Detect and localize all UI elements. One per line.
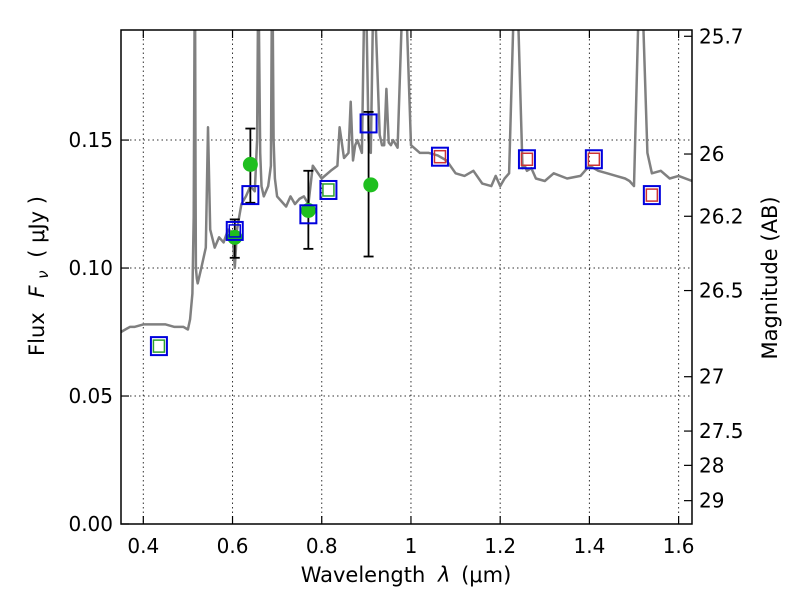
photometry-box-inner [587, 152, 601, 167]
photometry-boxes [149, 113, 661, 357]
data-point-green [363, 177, 379, 193]
x-tick-label: 0.4 [127, 534, 159, 558]
x-tick-label: 1.2 [484, 534, 516, 558]
y-tick-label: 0.05 [68, 384, 113, 408]
model-spectrum [121, 30, 692, 334]
photometry-box [517, 149, 536, 170]
photometry-box-inner [433, 149, 447, 164]
plot-frame [120, 29, 693, 525]
photometry-box-inner [645, 188, 659, 202]
y2-tick-label: 26.5 [699, 279, 744, 303]
y2-tick-label: 26.2 [699, 204, 744, 228]
x-tick-label: 1.6 [663, 534, 695, 558]
x-ticks: 0.4 0.6 0.8 1 1.2 1.4 1.6 [127, 30, 695, 558]
y2-ticks: 25.7 26 26.2 26.5 27 27.5 28 29 [684, 24, 744, 513]
photometry-box-inner [152, 339, 166, 353]
x-tick-label: 1 [405, 534, 418, 558]
y-tick-label: 0.15 [68, 128, 113, 152]
photometry-box [584, 149, 603, 170]
y2-tick-label: 25.7 [699, 24, 744, 48]
y2-tick-label: 28 [699, 453, 724, 477]
data-point-green [300, 202, 316, 218]
photometry-box [149, 336, 168, 357]
y-tick-label: 0.10 [68, 256, 113, 280]
photometry-box [241, 185, 260, 206]
photometry-box-inner [520, 152, 534, 167]
data-point-green [242, 156, 258, 172]
y-tick-label: 0.00 [68, 512, 113, 536]
y2-tick-label: 29 [699, 489, 724, 513]
y2-axis-title: Magnitude (AB) [758, 196, 782, 359]
photometry-box [642, 185, 661, 206]
y-axis-title: Flux F ν ( μJy ) [25, 196, 53, 356]
photometry-box [299, 204, 318, 225]
green-points [227, 156, 379, 245]
photometry-box-inner [228, 224, 242, 238]
x-tick-label: 1.4 [573, 534, 605, 558]
x-axis-title: Wavelength λ (μm) [301, 563, 512, 587]
photometry-box [359, 113, 378, 134]
y2-tick-label: 27.5 [699, 419, 744, 443]
x-tick-label: 0.8 [306, 534, 338, 558]
photometry-box [225, 220, 244, 241]
y2-tick-label: 27 [699, 365, 724, 389]
model-spectrum-line [121, 30, 692, 334]
x-tick-label: 0.6 [217, 534, 249, 558]
y-ticks: 0.00 0.05 0.10 0.15 [68, 128, 129, 536]
photometry-box [430, 146, 449, 167]
photometry-box-inner [322, 183, 335, 197]
grid [121, 30, 692, 525]
photometry-box [319, 179, 338, 200]
y2-tick-label: 26 [699, 142, 724, 166]
